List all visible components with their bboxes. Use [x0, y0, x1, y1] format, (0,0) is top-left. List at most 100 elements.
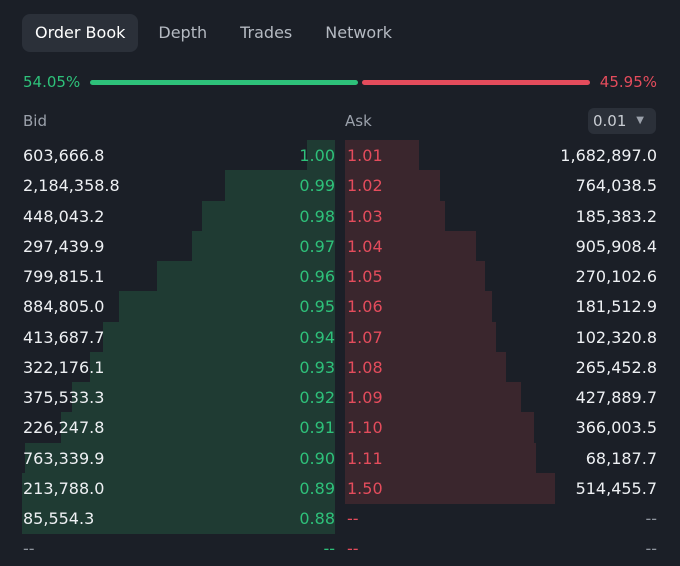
bid-price: 0.99	[299, 176, 335, 196]
order-book-row[interactable]: 375,533.3 0.92 1.09 427,889.7	[0, 382, 680, 413]
ask-quantity: 905,908.4	[575, 236, 657, 256]
ask-depth-bar	[345, 321, 497, 353]
tab-trades[interactable]: Trades	[240, 23, 293, 42]
ask-depth-bar	[345, 351, 506, 383]
bid-depth-bar	[307, 140, 335, 171]
ask-depth-bar	[345, 170, 440, 201]
ask-quantity: 181,512.9	[575, 297, 657, 317]
ask-quantity: 185,383.2	[575, 206, 657, 226]
bid-price: 0.91	[299, 418, 335, 438]
ask-quantity: 270,102.6	[575, 267, 657, 286]
order-book-row[interactable]: 603,666.8 1.00 1.01 1,682,897.0	[0, 140, 680, 171]
order-book-row[interactable]: 884,805.0 0.95 1.06 181,512.9	[0, 291, 680, 322]
ask-depth-bar	[345, 200, 445, 232]
ask-quantity: 514,455.7	[575, 478, 657, 498]
ask-depth-bar	[345, 230, 477, 262]
bid-price: 0.96	[299, 267, 335, 286]
bid-price: 0.98	[299, 206, 335, 226]
order-book-row[interactable]: 213,788.0 0.89 1.50 514,455.7	[0, 472, 680, 504]
ask-depth-bar	[345, 442, 537, 474]
tab-network[interactable]: Network	[325, 23, 393, 42]
ask-price: 1.50	[347, 478, 383, 498]
precision-dropdown[interactable]: 0.01 ▼	[588, 108, 656, 134]
bid-depth-bar	[61, 412, 335, 443]
order-book-row[interactable]: 448,043.2 0.98 1.03 185,383.2	[0, 200, 680, 232]
bid-quantity: 226,247.8	[23, 418, 105, 438]
bid-price: 0.92	[299, 388, 335, 407]
bid-quantity: 85,554.3	[23, 509, 95, 528]
bid-depth-bar	[191, 230, 335, 262]
bid-depth-bar	[22, 503, 335, 534]
bid-quantity: 448,043.2	[23, 206, 105, 226]
ask-price: 1.06	[347, 297, 383, 317]
bid-ratio-bar	[90, 80, 359, 85]
bid-price: --	[323, 539, 335, 559]
bid-depth-bar	[24, 442, 335, 474]
ask-depth-bar	[345, 382, 521, 413]
ask-quantity: 764,038.5	[575, 176, 657, 196]
ask-depth-bar	[345, 472, 555, 504]
ask-depth-bar	[345, 412, 534, 443]
bid-depth-bar	[224, 170, 335, 201]
tab-order-book[interactable]: Order Book	[22, 14, 139, 52]
bid-price: 0.90	[299, 448, 335, 468]
ask-price: 1.11	[347, 448, 383, 468]
order-book-row[interactable]: 2,184,358.8 0.99 1.02 764,038.5	[0, 170, 680, 201]
bid-price: 0.93	[299, 357, 335, 377]
ask-price: 1.02	[347, 176, 383, 196]
order-book-row[interactable]: 799,815.1 0.96 1.05 270,102.6	[0, 261, 680, 292]
ask-price: 1.01	[347, 146, 383, 165]
ask-percentage: 45.95%	[599, 73, 657, 91]
bid-quantity: 884,805.0	[23, 297, 105, 317]
bid-depth-bar	[103, 321, 335, 353]
bid-quantity: 413,687.7	[23, 327, 105, 347]
ask-price: 1.07	[347, 327, 383, 347]
precision-value: 0.01	[593, 112, 627, 130]
ask-quantity: 1,682,897.0	[560, 146, 657, 165]
bid-quantity: 763,339.9	[23, 448, 105, 468]
tab-depth[interactable]: Depth	[158, 23, 208, 42]
ask-price: 1.08	[347, 357, 383, 377]
order-book-row[interactable]: 322,176.1 0.93 1.08 265,452.8	[0, 351, 680, 383]
ask-depth-bar	[345, 291, 492, 322]
ask-quantity: 68,187.7	[585, 448, 657, 468]
bid-depth-bar	[89, 351, 335, 383]
ask-quantity: --	[645, 539, 657, 559]
bid-price: 0.89	[299, 478, 335, 498]
order-book-row[interactable]: 297,439.9 0.97 1.04 905,908.4	[0, 230, 680, 262]
order-book-row[interactable]: 226,247.8 0.91 1.10 366,003.5	[0, 412, 680, 443]
bid-percentage: 54.05%	[23, 73, 81, 91]
ask-price: --	[347, 509, 359, 528]
ask-price: 1.05	[347, 267, 383, 286]
bid-quantity: 603,666.8	[23, 146, 105, 165]
bid-price: 0.88	[299, 509, 335, 528]
bid-depth-bar	[72, 382, 335, 413]
bid-quantity: 297,439.9	[23, 236, 105, 256]
tab-bar: Order Book Depth Trades Network	[22, 14, 412, 52]
bid-quantity: 375,533.3	[23, 388, 105, 407]
ask-depth-bar	[345, 140, 420, 171]
bid-depth-bar	[156, 261, 335, 292]
bid-quantity: --	[23, 539, 35, 559]
bid-depth-bar	[118, 291, 335, 322]
bid-price: 0.94	[299, 327, 335, 347]
ask-depth-bar	[345, 261, 486, 292]
ask-price: --	[347, 539, 359, 559]
ask-quantity: 102,320.8	[575, 327, 657, 347]
order-book-row[interactable]: 763,339.9 0.90 1.11 68,187.7	[0, 442, 680, 474]
ask-ratio-bar	[362, 80, 590, 85]
caret-down-icon: ▼	[636, 115, 644, 126]
ask-price: 1.09	[347, 388, 383, 407]
ask-quantity: 265,452.8	[575, 357, 657, 377]
order-book-row[interactable]: 413,687.7 0.94 1.07 102,320.8	[0, 321, 680, 353]
bid-quantity: 2,184,358.8	[23, 176, 120, 196]
bid-quantity: 322,176.1	[23, 357, 105, 377]
order-book-row[interactable]: 85,554.3 0.88 -- --	[0, 503, 680, 534]
bid-quantity: 799,815.1	[23, 267, 105, 286]
ask-quantity: --	[645, 509, 657, 528]
bid-depth-bar	[201, 200, 335, 232]
ask-column-header: Ask	[345, 112, 372, 130]
bid-ask-ratio: 54.05% 45.95%	[0, 70, 680, 94]
ask-quantity: 427,889.7	[575, 388, 657, 407]
order-book-row[interactable]: -- -- -- --	[0, 533, 680, 563]
